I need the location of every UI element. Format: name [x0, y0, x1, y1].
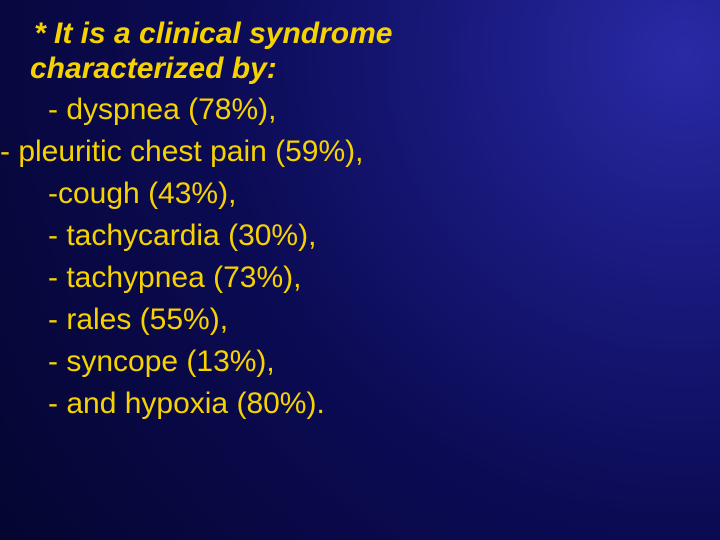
symptom-item: - rales (55%), [28, 299, 720, 341]
heading-line: characterized by: [28, 51, 720, 86]
symptom-item: - pleuritic chest pain (59%), [0, 131, 720, 173]
symptom-item: -cough (43%), [28, 173, 720, 215]
symptom-item: - syncope (13%), [28, 341, 720, 383]
slide: * It is a clinical syndrome characterize… [0, 0, 720, 540]
symptom-item: - and hypoxia (80%). [28, 383, 720, 425]
symptom-item: - tachycardia (30%), [28, 215, 720, 257]
heading-line: * It is a clinical syndrome [28, 16, 720, 51]
symptom-list: - dyspnea (78%),- pleuritic chest pain (… [28, 89, 720, 425]
heading: * It is a clinical syndrome characterize… [28, 16, 720, 87]
symptom-item: - tachypnea (73%), [28, 257, 720, 299]
symptom-item: - dyspnea (78%), [28, 89, 720, 131]
slide-text-block: * It is a clinical syndrome characterize… [0, 16, 720, 425]
